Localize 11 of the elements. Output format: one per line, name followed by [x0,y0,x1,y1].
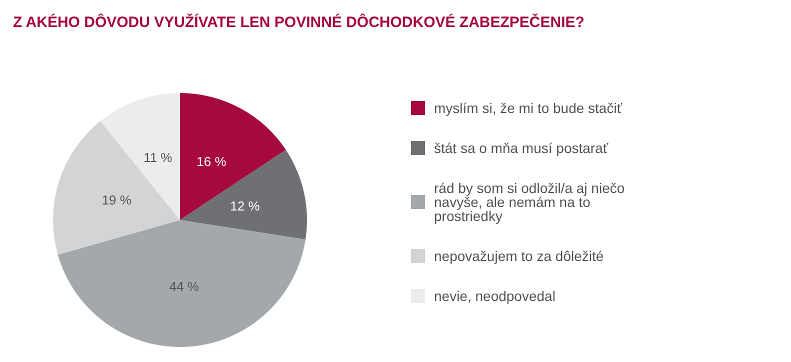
data-label: 16 % [196,154,227,169]
legend-label: nepovažujem to za dôležité [434,248,604,264]
data-label: 19 % [102,192,132,208]
legend-label: myslím si, že mi to bude stačiť [434,100,623,116]
data-label: 44 % [169,278,200,294]
legend-label: nevie, neodpovedal [434,288,556,304]
legend-label: rád by som si odložil/a aj niečo navyše, ale nemám na to prostriedky [434,180,629,224]
data-label: 12 % [230,198,260,214]
chart-title: Z AKÉHO DÔVODU VYUŽÍVATE LEN POVINNÉ DÔCHODKOVÉ ZABEZPEČENIE? [13,13,584,31]
data-label: 11 % [144,150,173,165]
legend-label: štát sa o mňa musí postarať [434,140,609,156]
